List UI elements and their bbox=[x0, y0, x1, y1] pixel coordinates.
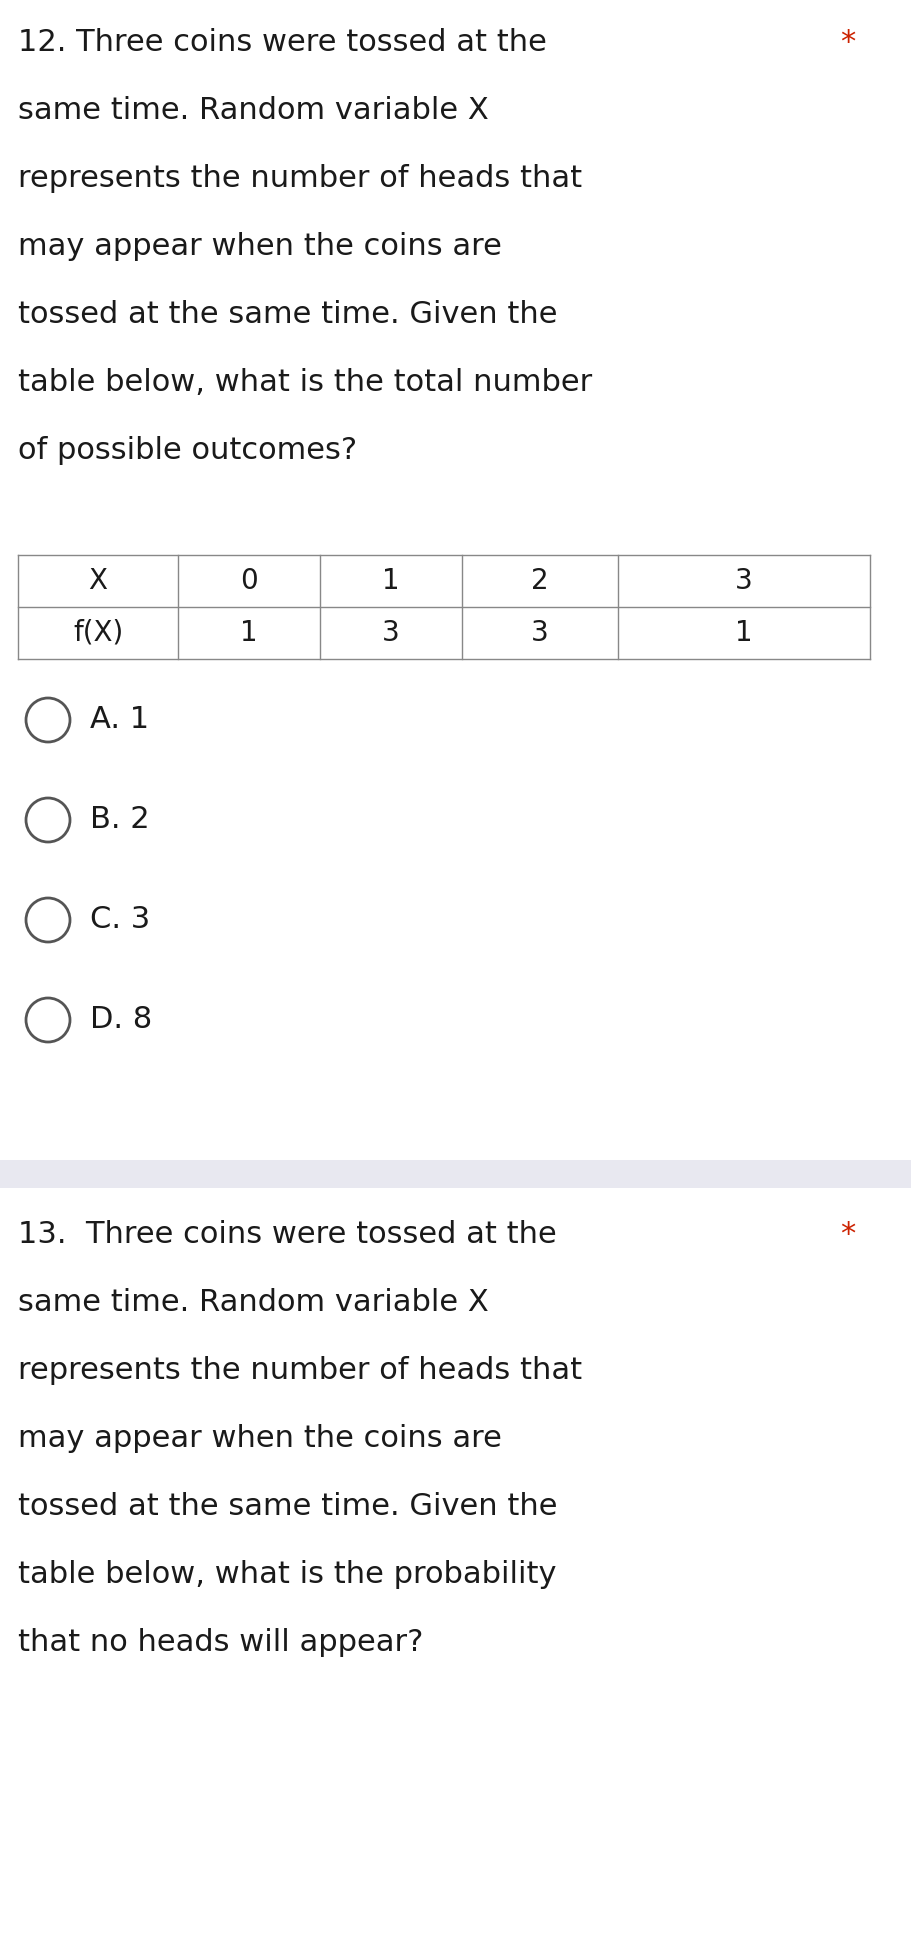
Text: 3: 3 bbox=[382, 619, 400, 647]
Text: B. 2: B. 2 bbox=[90, 806, 149, 835]
Text: tossed at the same time. Given the: tossed at the same time. Given the bbox=[18, 1491, 558, 1521]
Text: 1: 1 bbox=[241, 619, 258, 647]
Bar bbox=[0, 1159, 911, 1189]
Text: may appear when the coins are: may appear when the coins are bbox=[18, 1423, 502, 1453]
Text: 12. Three coins were tossed at the: 12. Three coins were tossed at the bbox=[18, 27, 547, 56]
Text: may appear when the coins are: may appear when the coins are bbox=[18, 231, 502, 260]
Text: 1: 1 bbox=[735, 619, 752, 647]
Text: 3: 3 bbox=[735, 567, 752, 594]
Text: f(X): f(X) bbox=[73, 619, 123, 647]
Text: X: X bbox=[88, 567, 107, 594]
Text: that no heads will appear?: that no heads will appear? bbox=[18, 1627, 424, 1657]
Text: table below, what is the probability: table below, what is the probability bbox=[18, 1559, 557, 1589]
Text: 13.  Three coins were tossed at the: 13. Three coins were tossed at the bbox=[18, 1220, 557, 1249]
Text: of possible outcomes?: of possible outcomes? bbox=[18, 437, 357, 464]
Text: represents the number of heads that: represents the number of heads that bbox=[18, 163, 582, 192]
Text: *: * bbox=[840, 27, 855, 56]
Text: C. 3: C. 3 bbox=[90, 905, 150, 934]
Text: D. 8: D. 8 bbox=[90, 1006, 152, 1035]
Text: 2: 2 bbox=[531, 567, 548, 594]
Text: A. 1: A. 1 bbox=[90, 705, 149, 734]
Text: same time. Random variable X: same time. Random variable X bbox=[18, 95, 488, 124]
Text: same time. Random variable X: same time. Random variable X bbox=[18, 1288, 488, 1317]
Text: *: * bbox=[840, 1220, 855, 1249]
Text: 1: 1 bbox=[383, 567, 400, 594]
Text: tossed at the same time. Given the: tossed at the same time. Given the bbox=[18, 299, 558, 328]
Text: represents the number of heads that: represents the number of heads that bbox=[18, 1356, 582, 1385]
Text: 0: 0 bbox=[241, 567, 258, 594]
Text: 3: 3 bbox=[531, 619, 548, 647]
Text: table below, what is the total number: table below, what is the total number bbox=[18, 367, 592, 396]
